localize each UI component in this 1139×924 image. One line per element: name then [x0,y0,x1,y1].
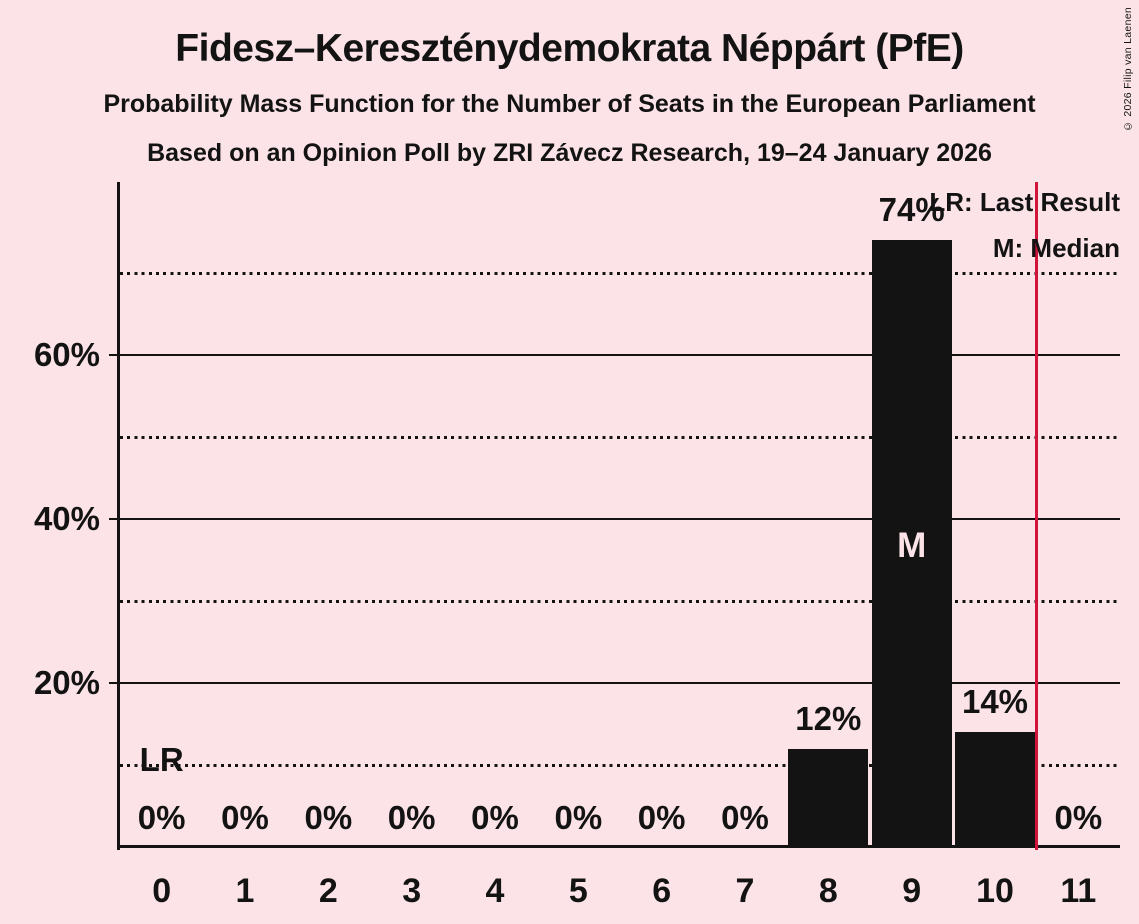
gridline-solid-20 [120,681,1120,685]
last-result-line [1035,182,1039,850]
y-tick-label-20: 20% [33,664,100,701]
bar-label-seat-5: 0% [554,799,603,836]
gridline-dotted-30 [120,599,1120,603]
last-result-label: LR [139,741,184,778]
bar-label-seat-0: 0% [137,799,186,836]
gridline-dotted-10 [120,763,1120,767]
x-tick-label-7: 7 [735,872,755,910]
x-axis [117,845,1120,848]
median-marker: M [897,526,927,565]
y-tick-60 [109,353,120,357]
bar-label-seat-10: 14% [961,683,1029,721]
x-tick-label-0: 0 [152,872,172,910]
y-tick-20 [109,681,120,685]
chart-subtitle: Probability Mass Function for the Number… [103,90,1036,118]
page-title: Fidesz–Kereszténydemokrata Néppárt (PfE) [175,27,964,70]
gridline-dotted-70 [120,271,1120,275]
poll-source-line: Based on an Opinion Poll by ZRI Závecz R… [147,139,992,167]
bar-label-seat-4: 0% [471,799,519,836]
bar-seat-9 [871,240,952,847]
gridline-solid-60 [120,353,1120,357]
x-tick-label-8: 8 [818,872,838,910]
bar-seat-10 [954,732,1036,847]
x-tick-label-6: 6 [652,872,672,910]
y-tick-label-40: 40% [33,500,100,537]
bar-label-seat-6: 0% [637,799,686,836]
bar-label-seat-1: 0% [221,799,269,836]
y-tick-label-60: 60% [33,336,100,373]
y-axis [117,182,120,850]
y-tick-40 [109,517,120,521]
x-tick-label-9: 9 [902,872,922,910]
bar-label-seat-9: 74% [878,191,945,229]
x-tick-label-1: 1 [235,872,255,910]
bar-label-seat-3: 0% [387,799,436,836]
gridline-dotted-50 [120,435,1120,439]
bar-label-seat-2: 0% [304,799,353,836]
legend-median: M: Median [992,233,1120,263]
x-tick-label-5: 5 [568,872,588,910]
x-tick-label-10: 10 [976,872,1014,910]
x-tick-label-2: 2 [318,872,338,910]
bar-seat-8 [788,748,869,847]
x-tick-label-4: 4 [485,872,505,910]
legend-last-result: LR: Last Result [929,187,1120,217]
bar-label-seat-11: 0% [1054,799,1103,836]
x-tick-label-3: 3 [402,872,422,910]
copyright-notice: © 2026 Filip van Laenen [1122,7,1134,133]
bar-label-seat-7: 0% [721,799,769,836]
bar-label-seat-8: 12% [795,699,862,737]
gridline-solid-40 [120,517,1120,521]
x-tick-label-11: 11 [1060,872,1097,910]
